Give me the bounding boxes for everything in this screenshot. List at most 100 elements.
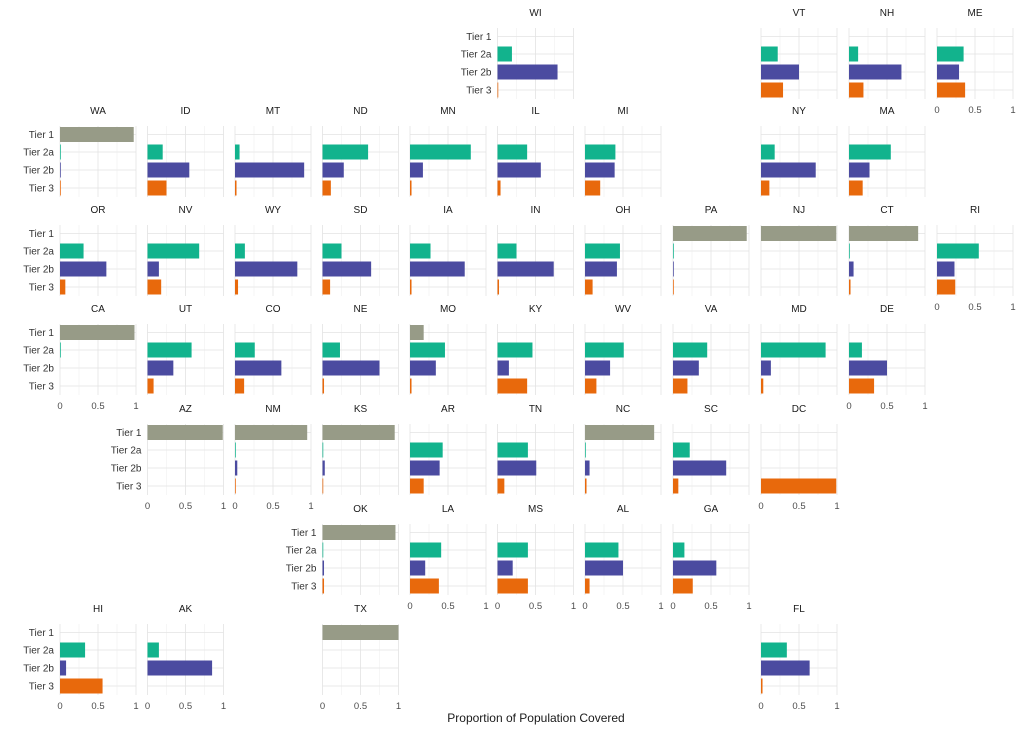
category-label: Tier 3: [116, 482, 142, 493]
bar-tier-2b: [322, 162, 344, 178]
facet-title: CT: [880, 205, 893, 216]
bar-tier-2a: [849, 144, 891, 160]
category-label: Tier 2b: [286, 564, 317, 575]
facet-ma: MA: [848, 106, 926, 197]
facet-al: AL 0 0.5 1: [582, 504, 663, 612]
x-tick-label: 0: [846, 401, 851, 412]
bar-tier-2a: [849, 342, 862, 358]
facet-co: CO: [234, 304, 312, 395]
gridlines: [760, 126, 838, 197]
facet-az: AZ Tier 1 Tier 2a Tier 2b Tier 30 0.5 1: [111, 404, 226, 512]
bar-tier-1: [147, 425, 223, 440]
bar-tier-2b: [497, 360, 509, 376]
bar-tier-2a: [60, 144, 61, 160]
x-tick-label: 0.5: [968, 302, 981, 313]
category-label: Tier 2b: [23, 664, 54, 675]
x-tick-label: 0.5: [792, 701, 805, 712]
facet-title: KY: [529, 304, 543, 315]
x-tick-label: 0: [320, 701, 325, 712]
x-tick-label: 1: [834, 501, 839, 512]
bar-tier-2b: [410, 560, 426, 576]
category-label: Tier 3: [29, 682, 55, 693]
facet-hi: HI Tier 1 Tier 2a Tier 2b Tier 30 0.5 1: [23, 604, 138, 712]
bar-tier-3: [322, 478, 324, 494]
facet-ia: IA: [409, 205, 487, 296]
bar-tier-2a: [410, 542, 442, 558]
facet-title: RI: [970, 205, 980, 216]
bar-tier-3: [60, 279, 66, 295]
facet-mi: MI: [584, 106, 662, 197]
facet-title: UT: [179, 304, 192, 315]
bar-tier-3: [937, 82, 966, 98]
facet-title: HI: [93, 604, 103, 615]
bar-tier-1: [322, 525, 396, 540]
x-tick-label: 1: [396, 701, 401, 712]
facet-ut: UT: [147, 304, 224, 395]
bar-tier-3: [585, 180, 601, 196]
bar-tier-3: [147, 180, 167, 196]
gridlines: [234, 324, 312, 395]
facet-title: WV: [615, 304, 631, 315]
bar-tier-2b: [497, 460, 537, 476]
x-tick-label: 0.5: [91, 701, 104, 712]
bar-tier-2a: [585, 243, 620, 259]
bar-tier-3: [849, 378, 875, 394]
facet-title: CA: [91, 304, 105, 315]
bar-tier-2a: [322, 342, 340, 358]
x-tick-label: 1: [1010, 302, 1015, 313]
gridlines: [147, 624, 224, 695]
bar-tier-3: [322, 279, 331, 295]
facet-title: NH: [880, 8, 894, 19]
x-tick-label: 0: [57, 701, 62, 712]
bar-tier-3: [322, 578, 325, 594]
bar-tier-3: [235, 180, 237, 196]
bar-tier-3: [849, 180, 863, 196]
category-label: Tier 1: [29, 328, 55, 339]
bar-tier-2b: [937, 64, 960, 80]
bar-tier-2a: [585, 542, 619, 558]
facet-id: ID: [147, 106, 224, 197]
bar-tier-2a: [761, 46, 778, 62]
bar-tier-2b: [410, 162, 423, 178]
bar-tier-2b: [322, 460, 325, 476]
facet-title: LA: [442, 504, 455, 515]
facet-title: NV: [179, 205, 193, 216]
bar-tier-3: [410, 478, 424, 494]
x-tick-label: 0: [57, 401, 62, 412]
facet-me: ME 0 0.5 1: [934, 8, 1015, 116]
facet-nh: NH: [848, 8, 926, 99]
facet-ri: RI 0 0.5 1: [934, 205, 1015, 313]
x-tick-label: 0: [758, 501, 763, 512]
facet-in: IN: [497, 205, 574, 296]
facet-mo: MO: [409, 304, 487, 395]
x-tick-label: 0.5: [529, 601, 542, 612]
bar-tier-3: [410, 578, 439, 594]
facet-title: NY: [792, 106, 806, 117]
gridlines: [147, 324, 224, 395]
bar-tier-3: [410, 279, 412, 295]
category-label: Tier 1: [291, 528, 317, 539]
category-label: Tier 1: [29, 229, 55, 240]
facet-title: AZ: [179, 404, 192, 415]
gridlines: [760, 324, 838, 395]
x-tick-label: 1: [133, 401, 138, 412]
gridlines: [234, 126, 312, 197]
bar-tier-1: [761, 226, 837, 241]
x-tick-label: 0: [407, 601, 412, 612]
facet-ok: OK Tier 1 Tier 2a Tier 2b Tier 3: [286, 504, 399, 595]
category-label: Tier 2b: [461, 68, 492, 79]
x-tick-label: 0.5: [616, 601, 629, 612]
facet-title: OK: [353, 504, 368, 515]
facet-va: VA: [672, 304, 750, 395]
gridlines: [234, 225, 312, 296]
facet-tn: TN: [497, 404, 574, 495]
x-tick-label: 0: [934, 302, 939, 313]
category-label: Tier 3: [291, 582, 317, 593]
x-tick-label: 0: [934, 105, 939, 116]
bar-tier-2b: [60, 660, 67, 676]
x-tick-label: 1: [834, 701, 839, 712]
bar-tier-3: [497, 279, 500, 295]
facet-wy: WY: [234, 205, 312, 296]
facet-title: PA: [705, 205, 718, 216]
facet-title: OH: [616, 205, 631, 216]
